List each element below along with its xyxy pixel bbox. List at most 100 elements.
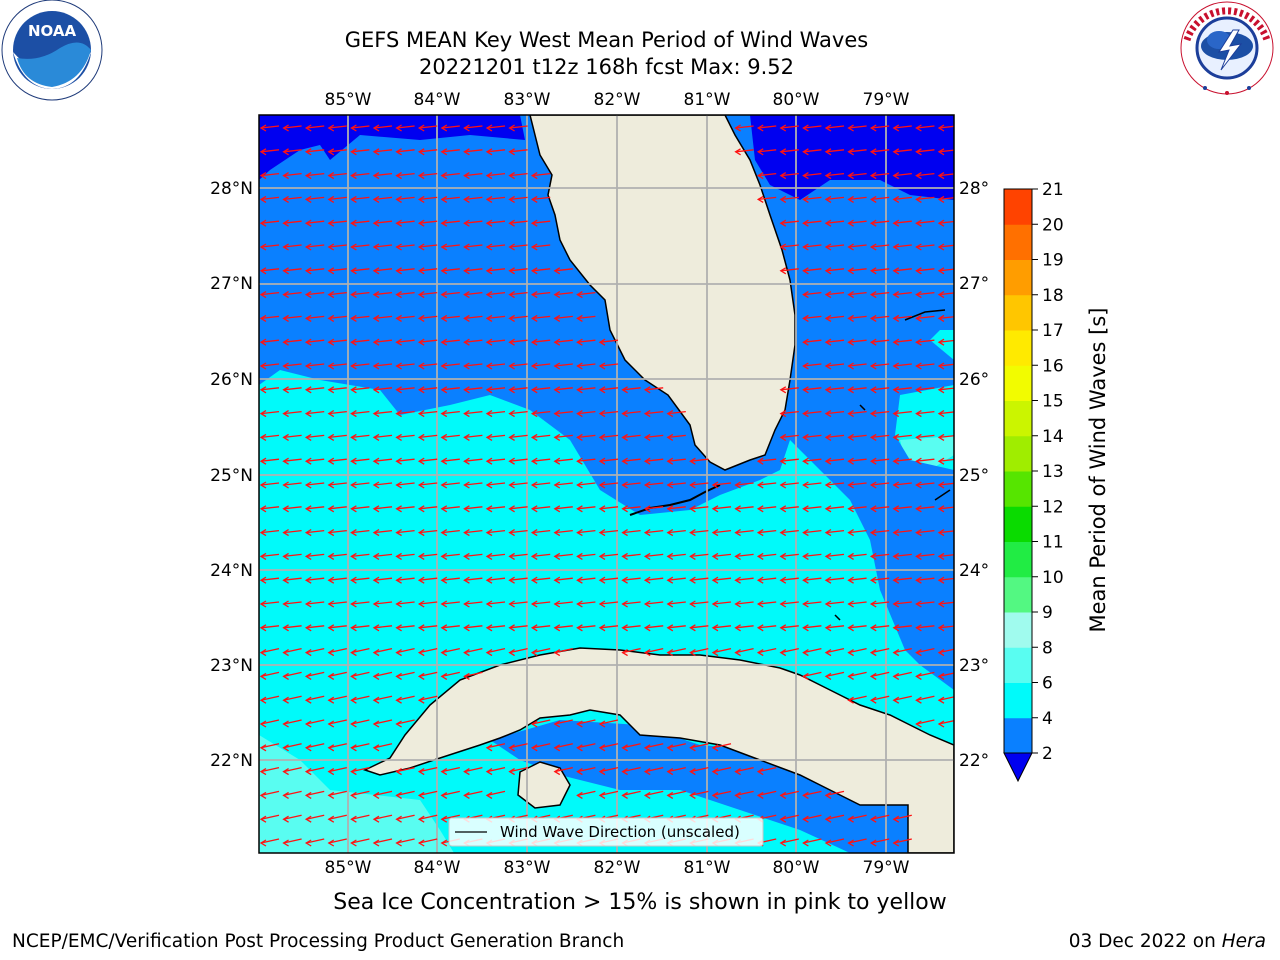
lat-label-right: 25°N [959, 466, 990, 486]
wind-wave-arrowhead [372, 505, 380, 513]
wind-wave-arrowhead [327, 457, 335, 465]
wind-wave-arrow [554, 482, 573, 486]
wind-wave-arrow [306, 172, 325, 177]
wind-wave-arrow [645, 577, 664, 581]
wind-wave-arrowhead [824, 791, 832, 799]
wind-wave-arrow [916, 149, 935, 153]
wind-wave-arrow [938, 506, 954, 510]
wind-wave-arrowhead [598, 457, 606, 465]
wind-wave-arrowhead [779, 219, 787, 227]
wind-wave-arrowhead [824, 410, 832, 418]
wind-wave-arrowhead [350, 410, 357, 418]
wind-wave-arrowhead [937, 362, 945, 370]
wind-wave-arrow [803, 838, 822, 844]
wind-wave-arrow [328, 482, 347, 486]
wind-wave-arrow [893, 363, 912, 367]
wind-wave-arrowhead [508, 338, 515, 346]
lat-label-right: 23°N [959, 656, 990, 676]
wind-wave-arrowhead [756, 649, 764, 657]
wind-wave-arrow [938, 244, 954, 248]
wind-wave-arrow [419, 149, 438, 153]
wind-wave-arrowhead [372, 481, 380, 489]
wind-wave-arrow [351, 529, 370, 534]
wind-wave-arrow [373, 529, 393, 534]
wind-wave-arrow [667, 434, 686, 439]
wind-wave-arrow [260, 291, 280, 296]
wind-wave-arrowhead [756, 600, 764, 608]
colorbar-segment [1004, 541, 1032, 578]
wind-wave-arrowhead [915, 172, 922, 180]
wind-wave-arrowhead [417, 267, 425, 275]
wind-wave-arrow [554, 506, 573, 510]
wind-wave-arrowhead [937, 457, 945, 465]
wind-wave-arrow [441, 196, 460, 201]
wind-wave-arrowhead [621, 744, 628, 752]
wind-wave-arrowhead [440, 148, 448, 156]
wind-wave-arrowhead [779, 600, 787, 608]
wind-wave-arrow [306, 149, 325, 153]
wind-wave-arrow [373, 125, 393, 129]
wind-wave-arrowhead [463, 219, 470, 227]
wind-wave-arrow [667, 647, 686, 654]
wind-wave-arrow [916, 482, 935, 486]
wind-wave-arrow [532, 482, 551, 486]
wind-wave-arrowhead [756, 768, 764, 776]
wind-wave-arrowhead [282, 148, 289, 156]
colorbar-label: Mean Period of Wind Waves [s] [1086, 307, 1110, 633]
colorbar-segment [1004, 294, 1032, 331]
wind-wave-arrow [283, 695, 302, 701]
wind-wave-arrow [938, 220, 954, 224]
wind-wave-arrowhead [734, 552, 741, 560]
wind-wave-arrowhead [327, 672, 335, 680]
wind-wave-arrowhead [711, 624, 719, 632]
colorbar-under-triangle [1003, 752, 1033, 783]
wind-wave-arrow [373, 671, 393, 678]
wind-wave-arrow [486, 125, 506, 129]
wind-wave-arrow [373, 814, 393, 820]
wind-wave-arrowhead [621, 649, 628, 657]
wind-wave-arrow [599, 458, 619, 462]
wind-wave-arrowhead [327, 195, 335, 203]
wind-wave-arrow [351, 244, 370, 248]
wind-wave-arrowhead [259, 195, 267, 203]
wind-wave-arrow [396, 695, 415, 701]
wind-wave-arrowhead [576, 576, 583, 584]
wind-wave-arrowhead [576, 481, 583, 489]
wind-wave-arrow [532, 315, 551, 320]
wind-wave-arrow [373, 339, 393, 343]
wind-wave-arrow [396, 434, 415, 439]
wind-wave-arrowhead [802, 624, 809, 632]
wind-wave-arrow [328, 339, 347, 343]
wind-wave-arrow [712, 553, 732, 558]
wind-wave-arrowhead [598, 386, 606, 394]
wind-wave-arrowhead [259, 768, 267, 776]
lat-label-left: 27°N [210, 274, 253, 294]
wind-wave-arrow [283, 529, 302, 534]
wind-wave-arrow [396, 291, 415, 296]
wind-wave-arrowhead [417, 768, 425, 776]
wind-wave-arrowhead [327, 362, 335, 370]
wind-wave-arrow [306, 529, 325, 534]
wind-wave-arrowhead [395, 457, 402, 465]
wind-wave-arrow [283, 743, 302, 749]
wind-wave-arrow [712, 482, 732, 486]
wind-wave-arrow [577, 719, 596, 725]
wind-wave-arrowhead [802, 243, 809, 251]
wind-wave-arrowhead [463, 124, 470, 132]
wind-wave-arrow [825, 268, 845, 272]
wind-wave-arrowhead [915, 696, 922, 704]
wind-wave-arrow [509, 766, 528, 773]
wind-wave-arrow [803, 339, 822, 343]
wind-wave-arrowhead [395, 720, 402, 728]
wind-wave-arrow [486, 743, 506, 749]
wind-wave-arrow [554, 647, 573, 654]
colorbar-segment [1004, 400, 1032, 437]
wind-wave-arrowhead [915, 338, 922, 346]
wind-wave-arrowhead [372, 243, 380, 251]
footer-machine: Hera [1221, 931, 1266, 952]
wind-wave-arrowhead [372, 696, 380, 704]
wind-wave-arrow [441, 410, 460, 415]
wind-wave-arrowhead [576, 291, 583, 299]
wind-wave-arrowhead [915, 410, 922, 418]
wind-wave-arrowhead [327, 410, 335, 418]
